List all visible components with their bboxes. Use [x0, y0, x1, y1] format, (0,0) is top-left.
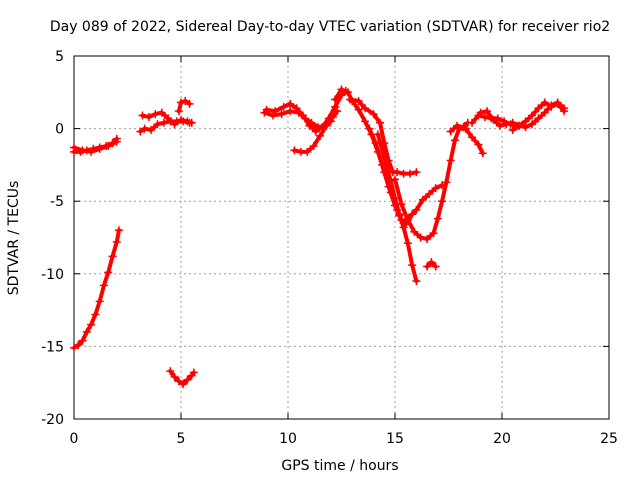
- x-tick-label: 0: [70, 431, 79, 447]
- series-arc-m: [446, 118, 472, 136]
- x-tick-label: 25: [600, 431, 618, 447]
- x-tick-label: 15: [386, 431, 404, 447]
- y-axis-label: SDTVAR / TECUs: [6, 181, 22, 296]
- series-arc-c2: [138, 108, 196, 129]
- data-segment: [356, 107, 368, 124]
- series-arc-l: [423, 258, 440, 271]
- data-segment: [373, 141, 385, 167]
- data-segment: [311, 133, 323, 149]
- y-tick-label: 5: [55, 49, 64, 65]
- data-point: [185, 99, 194, 108]
- data-segment: [386, 184, 397, 208]
- y-tick-label: -15: [41, 339, 64, 355]
- data-segment: [399, 202, 410, 223]
- data-point: [431, 262, 440, 271]
- series-arc-d: [166, 367, 198, 389]
- y-tick-label: -20: [41, 412, 64, 428]
- y-tick-label: -5: [50, 194, 64, 210]
- series-arc-h: [346, 95, 421, 178]
- data-segment: [382, 155, 393, 183]
- y-tick-label: 0: [55, 122, 64, 138]
- data-point: [333, 107, 342, 116]
- series-arc-f: [290, 107, 342, 156]
- data-point: [114, 226, 123, 235]
- series-layer: [70, 85, 569, 389]
- y-tick-label: -10: [41, 267, 64, 283]
- data-point: [560, 107, 569, 116]
- series-arc-a2: [70, 137, 121, 156]
- data-point: [189, 368, 198, 377]
- data-point: [412, 277, 421, 286]
- data-segment: [318, 123, 329, 138]
- series-arc-j: [373, 130, 421, 286]
- series-arc-c3: [174, 97, 194, 116]
- data-point: [112, 137, 121, 146]
- data-segment: [333, 93, 344, 109]
- data-point: [412, 168, 421, 177]
- data-segment: [300, 113, 312, 128]
- data-segment: [414, 197, 425, 212]
- data-segment: [367, 126, 378, 146]
- data-segment: [375, 132, 387, 160]
- x-axis-label: GPS time / hours: [281, 458, 398, 474]
- plot-frame: [73, 55, 610, 420]
- data-segment: [333, 87, 344, 102]
- x-tick-label: 5: [177, 431, 186, 447]
- data-segment: [405, 218, 417, 234]
- data-segment: [380, 162, 391, 189]
- x-tick-label: 20: [493, 431, 511, 447]
- grid: [74, 56, 609, 419]
- x-tick-label: 10: [279, 431, 297, 447]
- series-arc-b: [70, 226, 123, 352]
- data-point: [478, 149, 487, 158]
- data-segment: [393, 177, 404, 207]
- chart-title: Day 089 of 2022, Sidereal Day-to-day VTE…: [50, 19, 610, 35]
- data-point: [187, 118, 196, 127]
- axis-ticks: 0 5 10 15 20 25 5 0 -5 -10 -15 -20: [41, 49, 618, 447]
- data-segment: [555, 101, 567, 114]
- series-arc-n3: [508, 98, 569, 135]
